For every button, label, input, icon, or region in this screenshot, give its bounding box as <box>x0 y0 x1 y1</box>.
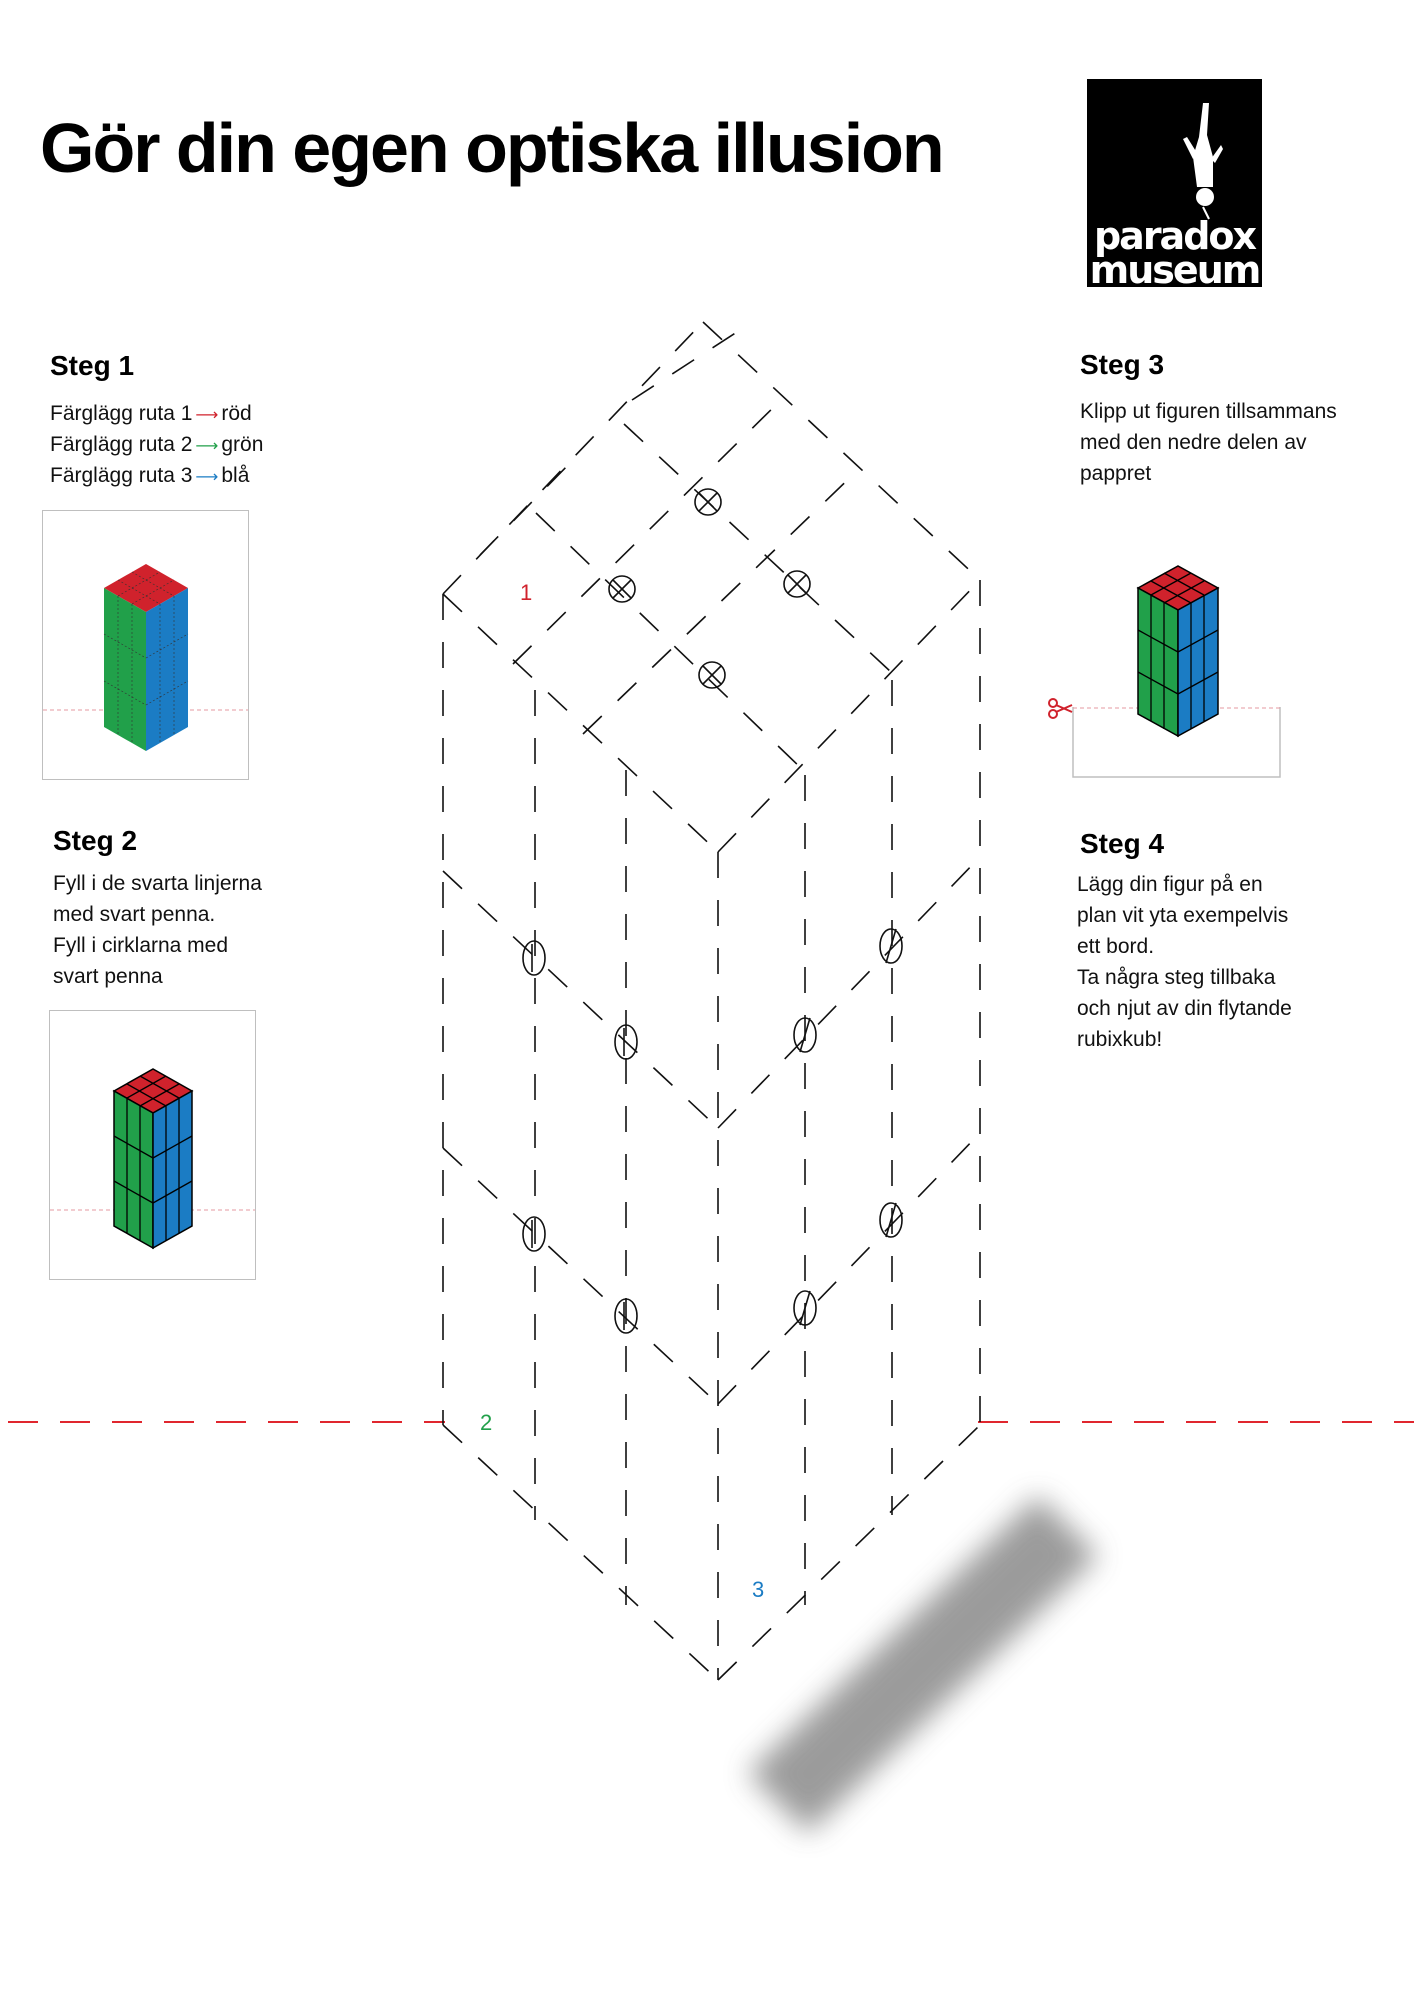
upside-down-figure-icon <box>1183 103 1223 220</box>
circle-line-icon <box>614 1024 638 1060</box>
face-label-2: 2 <box>480 1410 493 1435</box>
step-4-text: Lägg din figur på en plan vit yta exempe… <box>1077 873 1292 1051</box>
circle-slash-icon <box>879 928 903 964</box>
crossed-circle-icon <box>694 488 722 516</box>
circle-line-icon <box>522 940 546 976</box>
logo-word-paradox: paradox <box>1093 214 1257 258</box>
step-1-text: Färglägg ruta 1 ⟶ röd Färglägg ruta 2 ⟶ grön… <box>50 402 264 487</box>
circle-slash-icon <box>793 1290 817 1326</box>
step-1-heading: Steg 1 <box>50 350 135 381</box>
step-2-text: Fyll i de svarta linjerna med svart penn… <box>53 872 262 988</box>
arrow-right-icon: ⟶ <box>195 438 219 455</box>
step-1-illustration <box>42 510 249 780</box>
arrow-right-icon: ⟶ <box>195 469 219 486</box>
face-label-3: 3 <box>752 1577 765 1602</box>
step-4-heading: Steg 4 <box>1080 828 1165 859</box>
crossed-circle-icon <box>698 661 726 689</box>
paradox-museum-logo: paradox museum <box>1087 79 1262 292</box>
circle-line-icon <box>522 1216 546 1252</box>
circle-slash-icon <box>793 1017 817 1053</box>
crossed-circle-icon <box>783 570 811 598</box>
step-3-heading: Steg 3 <box>1080 349 1165 380</box>
crossed-circle-icon <box>608 575 636 603</box>
step-2-heading: Steg 2 <box>53 825 138 856</box>
logo-word-museum: museum <box>1089 248 1262 292</box>
step-3-text: Klipp ut figuren tillsammans med den ned… <box>1080 400 1337 485</box>
page-title: Gör din egen optiska illusion <box>40 109 945 187</box>
face-label-1: 1 <box>520 580 533 605</box>
scissors-icon <box>1048 698 1073 719</box>
circle-line-icon <box>614 1298 638 1334</box>
blurred-shadow <box>748 1496 1098 1833</box>
arrow-right-icon: ⟶ <box>195 407 219 424</box>
circle-slash-icon <box>879 1202 903 1238</box>
step-3-illustration <box>1040 540 1290 785</box>
step-2-illustration <box>49 1010 256 1280</box>
